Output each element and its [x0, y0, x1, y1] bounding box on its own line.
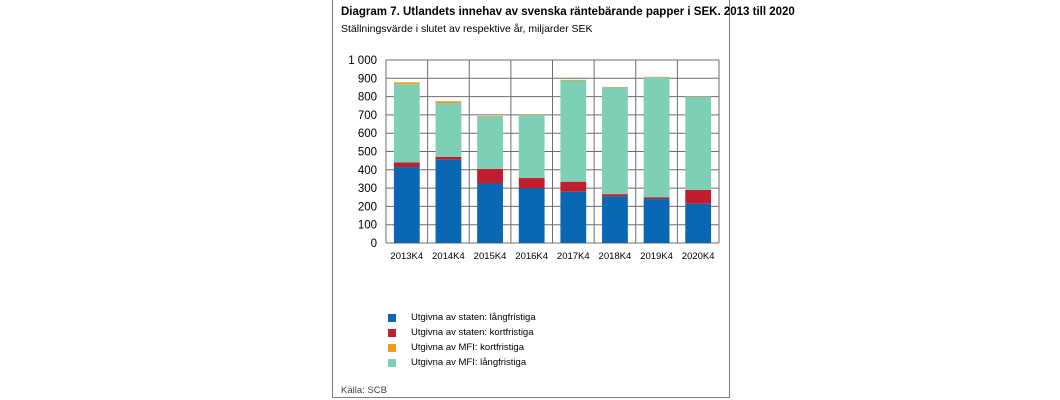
bar-segment: [643, 76, 670, 78]
legend-item: Utgivna av MFI: kortfristiga: [388, 340, 536, 355]
x-tick-label: 2020K4: [682, 251, 715, 262]
chart-frame: [332, 0, 730, 398]
bar-segment: [435, 156, 462, 160]
bar-segment: [518, 188, 545, 243]
y-tick-label: 700: [358, 110, 377, 122]
bar-segment: [602, 196, 628, 243]
bar-segment: [393, 162, 420, 168]
legend-item: Utgivna av MFI: långfristiga: [388, 355, 536, 370]
source-note: Källa: SCB: [341, 385, 387, 396]
bar-segment: [560, 80, 587, 182]
legend-swatch: [388, 358, 396, 367]
legend-label: Utgivna av staten: kortfristiga: [411, 327, 534, 338]
y-tick-label: 100: [358, 220, 377, 232]
bar-segment: [560, 181, 587, 192]
legend: Utgivna av staten: långfristiga Utgivna a…: [388, 310, 536, 370]
bar-segment: [435, 101, 462, 104]
bar-segment: [643, 77, 670, 198]
bar-segment: [560, 191, 587, 243]
bar-segment: [685, 189, 712, 204]
bar-segment: [602, 194, 628, 197]
bar-segment: [477, 168, 503, 184]
x-tick-label: 2014K4: [432, 251, 465, 262]
legend-label: Utgivna av MFI: kortfristiga: [411, 342, 524, 353]
legend-swatch: [388, 313, 396, 322]
bar-segment: [643, 199, 670, 243]
y-tick-label: 600: [358, 128, 377, 140]
legend-item: Utgivna av staten: långfristiga: [388, 310, 536, 325]
chart-title: Diagram 7. Utlandets innehav av svenska …: [341, 6, 795, 18]
y-tick-label: 300: [358, 183, 377, 195]
y-tick-label: 900: [358, 73, 377, 85]
x-tick-label: 2018K4: [599, 251, 632, 262]
bar-segment: [518, 114, 545, 115]
bar-segment: [643, 197, 670, 200]
x-tick-label: 2019K4: [640, 251, 673, 262]
y-tick-label: 500: [358, 147, 377, 159]
bar-segment: [477, 115, 503, 117]
legend-swatch: [388, 343, 396, 352]
y-tick-label: 800: [358, 92, 377, 104]
x-tick-label: 2017K4: [557, 251, 590, 262]
chart-subtitle: Ställningsvärde i slutet av respektive å…: [341, 23, 593, 35]
bar-segment: [435, 159, 462, 243]
y-tick-label: 1 000: [348, 55, 377, 67]
bar-segment: [477, 183, 503, 243]
legend-item: Utgivna av staten: kortfristiga: [388, 325, 536, 340]
bar-segment: [685, 96, 712, 190]
legend-label: Utgivna av MFI: långfristiga: [411, 357, 527, 368]
x-tick-label: 2015K4: [474, 251, 507, 262]
bar-segment: [393, 84, 420, 163]
legend-swatch: [388, 328, 396, 337]
bar-segment: [435, 103, 462, 157]
legend-label: Utgivna av staten: långfristiga: [411, 312, 536, 323]
bar-segment: [602, 86, 628, 88]
x-tick-label: 2016K4: [515, 251, 548, 262]
bar-segment: [518, 178, 545, 189]
bar-segment: [602, 87, 628, 195]
bar-segment: [518, 114, 545, 179]
bar-segment: [393, 167, 420, 243]
bar-segment: [560, 79, 587, 81]
bar-segment: [685, 203, 712, 243]
y-tick-label: 0: [371, 238, 377, 250]
y-tick-label: 200: [358, 201, 377, 213]
y-tick-label: 400: [358, 165, 377, 177]
x-tick-label: 2013K4: [390, 251, 423, 262]
bar-segment: [393, 82, 420, 85]
bar-segment: [477, 116, 503, 169]
